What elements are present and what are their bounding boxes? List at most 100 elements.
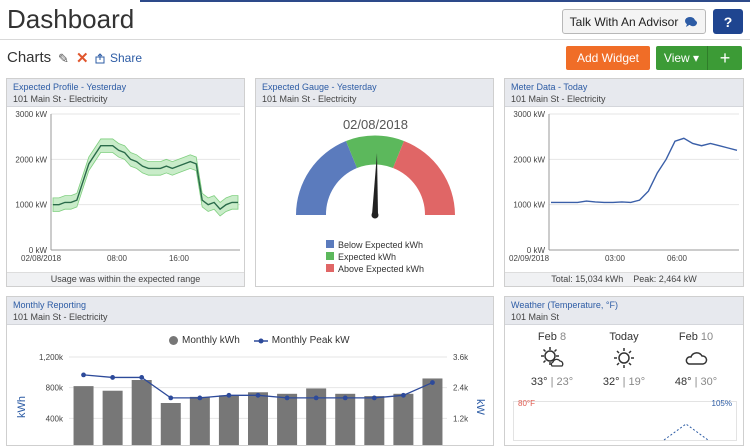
- gauge-chart: [296, 135, 455, 219]
- top-bar: Dashboard Talk With An Advisor ?: [0, 0, 750, 40]
- view-label: View: [663, 51, 690, 65]
- weather-day-label: Today: [595, 331, 653, 343]
- legend-label: Monthly Peak kW: [271, 335, 350, 346]
- monthly-legend: Monthly kWh Monthly Peak kW: [169, 335, 350, 346]
- chat-icon: [685, 16, 698, 27]
- kwh-bar: [306, 388, 327, 445]
- gauge-date: 02/08/2018: [342, 117, 409, 132]
- panel-header: Expected Gauge - Yesterday 101 Main St -…: [256, 79, 493, 107]
- widget-title[interactable]: Weather (Temperature, °F): [511, 300, 618, 310]
- page-title: Dashboard: [7, 4, 135, 34]
- y-left-tick: 1,200k: [39, 353, 64, 362]
- legend-item: Expected kWh: [326, 251, 424, 263]
- widget-title[interactable]: Expected Profile - Yesterday: [13, 82, 127, 92]
- meter-peak: Peak: 2,464 kW: [633, 274, 697, 284]
- temp-axis-label: 80°F: [518, 399, 535, 408]
- x-tick-label: 03:00: [605, 254, 626, 263]
- weather-trend-line: [663, 423, 709, 441]
- partly-sunny-icon: [541, 347, 564, 367]
- view-dropdown[interactable]: View ▾: [656, 46, 708, 70]
- help-button[interactable]: ?: [713, 9, 743, 34]
- temp-low: 23°: [556, 376, 574, 388]
- kwh-bar: [102, 390, 123, 445]
- peak-point: [284, 395, 290, 401]
- pencil-icon[interactable]: ✎: [58, 51, 69, 66]
- kwh-bar: [277, 393, 298, 445]
- kwh-bar: [364, 396, 385, 445]
- gauge-needle: [372, 153, 378, 215]
- close-icon[interactable]: ✕: [76, 50, 89, 67]
- weather-day-today: Today 32° | 19°: [595, 331, 653, 388]
- expected-range-band: [52, 138, 239, 217]
- widget-title[interactable]: Monthly Reporting: [13, 300, 87, 310]
- panel-header: Meter Data - Today 101 Main St - Electri…: [505, 79, 743, 107]
- y-tick-label: 0 kW: [29, 246, 48, 255]
- temp-high: 32°: [602, 376, 620, 388]
- widget-subtitle: 101 Main St - Electricity: [13, 94, 108, 104]
- y-left-tick: 800k: [46, 384, 64, 393]
- day-name: Today: [609, 331, 639, 343]
- weather-day-label: Feb 8: [523, 331, 581, 343]
- advisor-button-label: Talk With An Advisor: [569, 14, 679, 29]
- legend-item-peak[interactable]: Monthly Peak kW: [253, 335, 350, 346]
- y-right-tick: 3.6k: [453, 353, 469, 362]
- day-num: 10: [700, 331, 714, 343]
- legend-dot-kwh: [169, 336, 178, 345]
- monthly-chart: 1,200k 800k 400k 3.6k 2.4k 1.2k kWh kW: [16, 353, 486, 445]
- widget-title[interactable]: Expected Gauge - Yesterday: [262, 82, 377, 92]
- legend-swatch-above: [326, 264, 334, 272]
- kwh-bar: [73, 386, 94, 445]
- temp-low: 19°: [628, 376, 646, 388]
- y-right-tick: 1.2k: [453, 414, 469, 423]
- talk-with-advisor-button[interactable]: Talk With An Advisor: [562, 9, 706, 34]
- view-button[interactable]: View ▾ +: [656, 46, 742, 70]
- plus-button[interactable]: +: [719, 48, 731, 68]
- share-label: Share: [110, 51, 143, 65]
- day-name: Feb: [537, 331, 557, 343]
- x-tick-label: 06:00: [667, 254, 688, 263]
- kwh-bar: [335, 393, 356, 445]
- y-left-axis-label: kWh: [16, 396, 28, 418]
- y-right-axis-label: kW: [474, 399, 486, 416]
- weather-widget: Weather (Temperature, °F) 101 Main St Fe…: [504, 296, 744, 446]
- kwh-bar: [248, 392, 268, 445]
- sun-icon: [614, 348, 634, 368]
- top-accent-line: [140, 0, 750, 2]
- charts-section-title: Charts: [7, 49, 52, 66]
- y-tick-label: 1000 kW: [15, 201, 47, 210]
- add-widget-button[interactable]: Add Widget: [566, 46, 650, 70]
- y-tick-label: 1000 kW: [513, 201, 545, 210]
- humidity-axis-label: 105%: [711, 399, 732, 408]
- y-tick-label: 2000 kW: [513, 155, 545, 164]
- legend-swatch-expected: [326, 252, 334, 260]
- weather-temps: 48° | 30°: [674, 376, 718, 388]
- widget-title[interactable]: Meter Data - Today: [511, 82, 588, 92]
- weather-day-label: Feb 10: [667, 331, 725, 343]
- y-tick-label: 0 kW: [527, 246, 546, 255]
- x-tick-label: 08:00: [107, 254, 128, 263]
- legend-line-peak: [253, 338, 268, 343]
- share-link[interactable]: Share: [95, 51, 142, 65]
- gauge-legend: Below Expected kWh Expected kWh Above Ex…: [326, 239, 424, 275]
- series-line: [53, 145, 238, 211]
- legend-label: Expected kWh: [338, 252, 397, 262]
- share-icon: [95, 52, 105, 63]
- widget-subtitle: 101 Main St - Electricity: [13, 312, 108, 322]
- peak-point: [197, 395, 203, 401]
- legend-item-kwh[interactable]: Monthly kWh: [169, 335, 240, 346]
- legend-label: Monthly kWh: [182, 335, 240, 346]
- peak-point: [313, 395, 319, 401]
- temp-low: 30°: [700, 376, 718, 388]
- kwh-bar: [422, 378, 443, 445]
- temp-high: 48°: [674, 376, 692, 388]
- legend-label: Above Expected kWh: [338, 264, 425, 274]
- y-tick-label: 3000 kW: [15, 110, 47, 119]
- y-left-tick: 400k: [46, 414, 64, 423]
- kwh-bar: [189, 396, 210, 445]
- expected-gauge-widget: Expected Gauge - Yesterday 101 Main St -…: [255, 78, 494, 287]
- weather-chart-area: 80°F 105%: [513, 399, 737, 441]
- weather-temps: 32° | 19°: [602, 376, 646, 388]
- y-right-tick: 2.4k: [453, 384, 469, 393]
